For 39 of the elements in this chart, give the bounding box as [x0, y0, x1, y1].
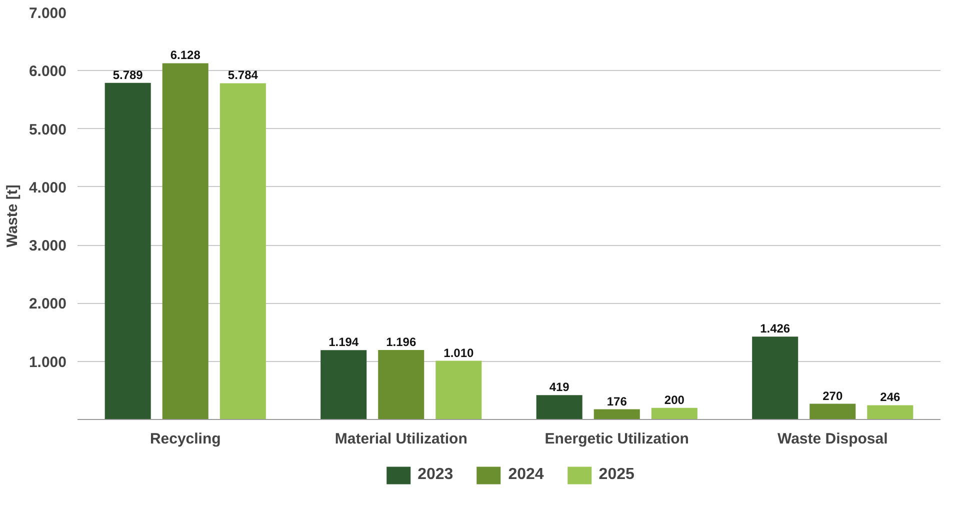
legend-label: 2023 — [418, 466, 454, 484]
data-label: 200 — [664, 392, 685, 407]
bar — [810, 404, 856, 420]
bar — [162, 63, 208, 420]
data-label: 270 — [822, 388, 843, 403]
bar — [536, 395, 582, 420]
legend-label: 2024 — [508, 466, 544, 484]
y-tick-label: 2.000 — [28, 296, 67, 313]
x-tick-label: Waste Disposal — [777, 430, 888, 448]
y-tick-label: 5.000 — [28, 121, 67, 138]
data-label: 176 — [606, 394, 628, 408]
data-label: 1.426 — [760, 322, 790, 336]
y-tick-label: 1.000 — [28, 354, 67, 371]
bar — [436, 360, 482, 420]
y-tick-label: 6.000 — [28, 63, 67, 80]
bar — [220, 83, 266, 420]
bar — [867, 405, 914, 420]
data-label: 246 — [880, 390, 900, 404]
x-tick-label: Energetic Utilization — [544, 430, 689, 448]
data-label: 5.784 — [228, 68, 258, 82]
legend-label: 2025 — [598, 466, 634, 484]
y-tick-label: 3.000 — [28, 238, 67, 255]
bar — [651, 408, 698, 420]
bar — [752, 336, 798, 420]
data-label: 1.194 — [328, 335, 359, 350]
data-label: 1.010 — [444, 346, 474, 360]
x-tick-label: Material Utilization — [334, 430, 468, 448]
data-label: 5.789 — [112, 68, 144, 82]
bar — [104, 82, 151, 420]
bar — [320, 350, 367, 420]
data-label: 419 — [549, 380, 570, 394]
y-tick-label: 7.000 — [28, 5, 67, 22]
bar — [378, 350, 424, 420]
data-label: 1.196 — [386, 334, 416, 349]
y-tick-label: 4.000 — [28, 179, 67, 196]
x-tick-label: Recycling — [150, 430, 221, 448]
y-axis-title: Waste [t] — [4, 184, 21, 248]
bar — [594, 409, 640, 420]
data-label: 6.128 — [170, 48, 201, 62]
